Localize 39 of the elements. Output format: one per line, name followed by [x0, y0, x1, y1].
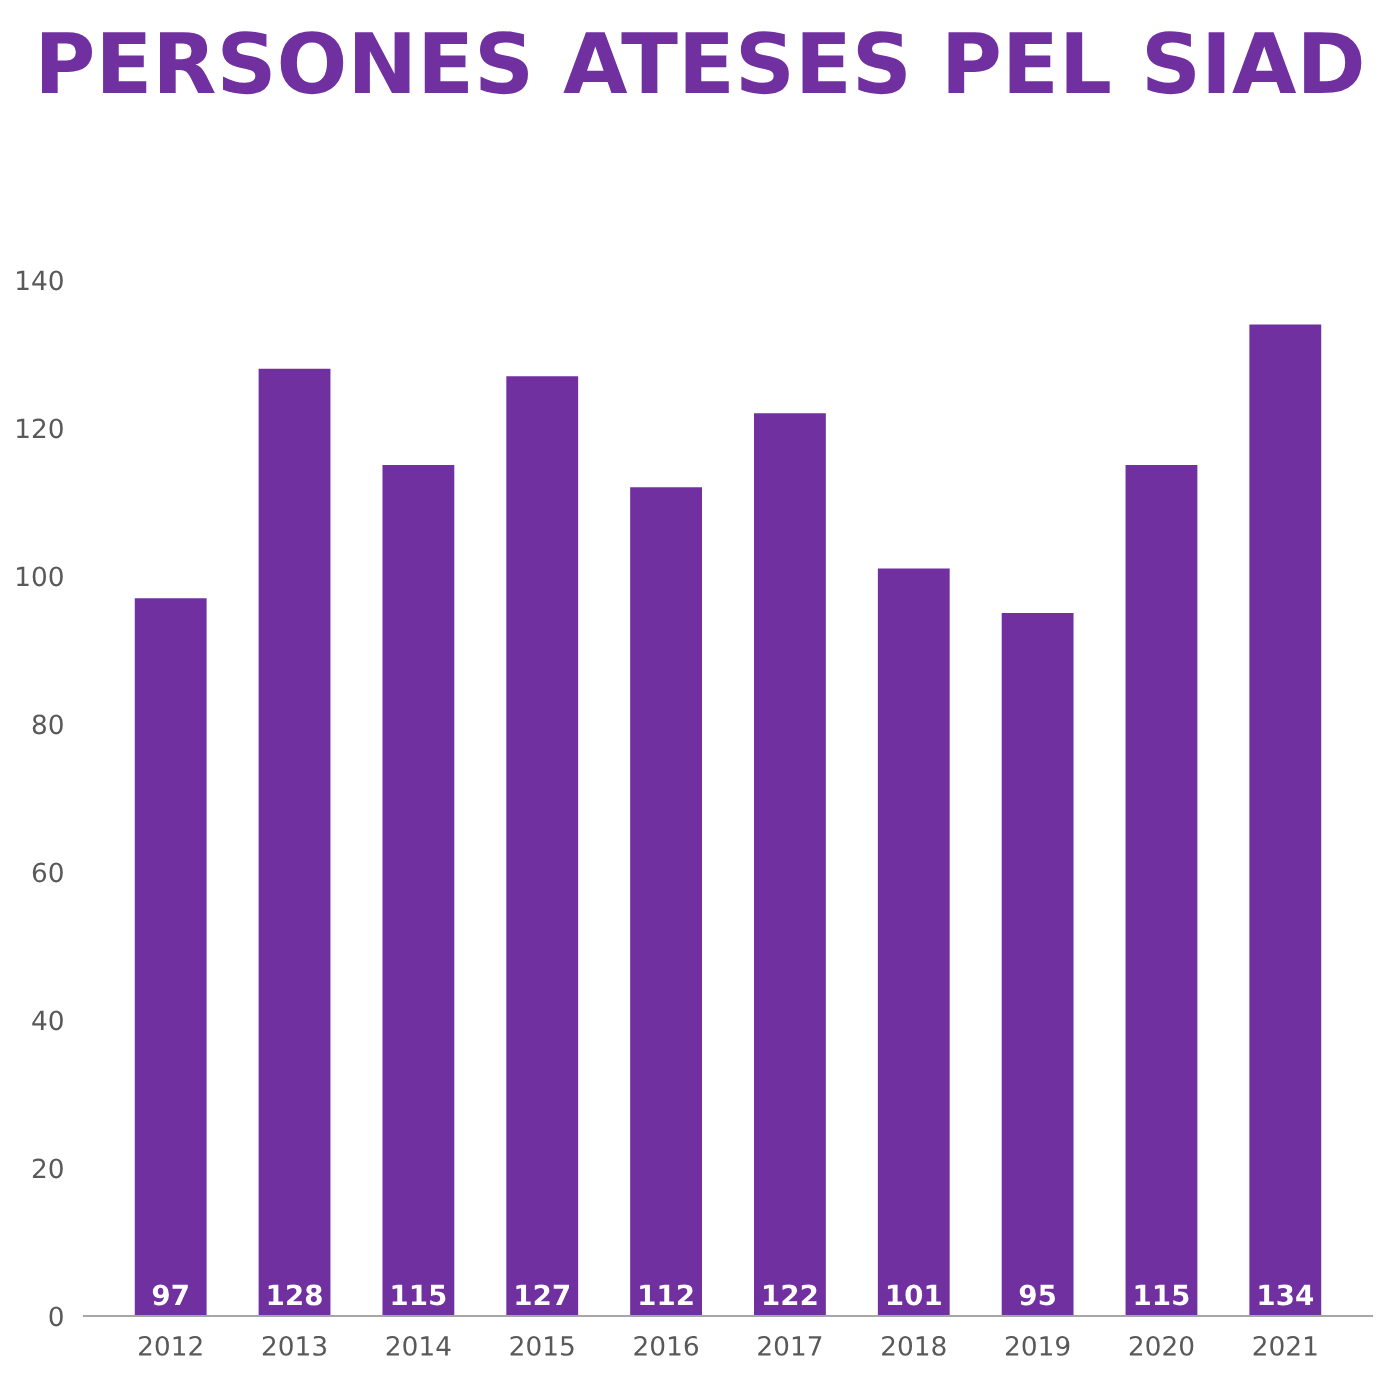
bar: [1125, 465, 1198, 1316]
data-label: 101: [887, 1284, 941, 1306]
bar: [382, 465, 455, 1316]
data-label: 115: [392, 1284, 446, 1306]
data-label: 115: [1135, 1284, 1189, 1306]
x-tick-label: 2017: [758, 1335, 822, 1356]
y-tick-label: 20: [32, 1158, 63, 1179]
bar: [1001, 613, 1074, 1316]
x-tick-label: 2021: [1253, 1335, 1317, 1356]
x-tick-label: 2012: [139, 1335, 202, 1356]
y-tick-label: 120: [17, 418, 63, 439]
bar: [754, 413, 826, 1316]
data-label: 122: [764, 1284, 817, 1306]
x-tick-label: 2020: [1129, 1335, 1194, 1356]
x-tick-label: 2016: [634, 1335, 698, 1356]
x-tick-label: 2019: [1005, 1335, 1070, 1356]
bar: [630, 487, 702, 1316]
data-label: 134: [1259, 1284, 1314, 1306]
y-tick-label: 60: [32, 862, 63, 883]
x-tick-label: 2018: [882, 1335, 946, 1356]
y-tick-label: 0: [49, 1306, 63, 1327]
x-tick-label: 2014: [386, 1335, 451, 1356]
data-label: 112: [640, 1284, 693, 1306]
data-label: 97: [152, 1284, 188, 1306]
data-label: 95: [1019, 1284, 1055, 1306]
chart-title: PERSONES ATESES PEL SIAD: [42, 31, 1362, 95]
y-tick-label: 140: [17, 270, 63, 291]
bar: [134, 598, 207, 1316]
y-tick-label: 40: [32, 1010, 63, 1031]
y-tick-label: 80: [32, 714, 63, 735]
x-tick-label: 2013: [262, 1335, 326, 1356]
bar: [506, 376, 579, 1316]
x-tick-label: 2015: [510, 1335, 574, 1356]
bar: [877, 568, 950, 1316]
data-label: 127: [516, 1284, 570, 1306]
bar: [258, 368, 331, 1316]
data-label: 128: [268, 1284, 322, 1306]
y-tick-label: 100: [17, 566, 63, 587]
bar: [1249, 324, 1322, 1316]
